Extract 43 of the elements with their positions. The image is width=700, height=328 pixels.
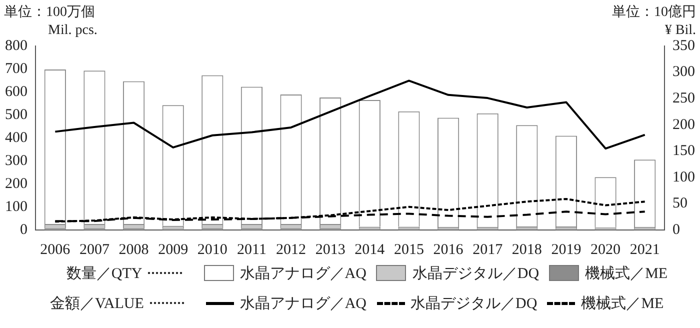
text: 数量／QTY [65,264,142,282]
x-tick-label: 2014 [354,242,386,258]
y-axis-title: 単位：100万個 Mil. pcs. [4,4,98,38]
y-tick-label: 400 [5,130,28,146]
x-tick-label: 2012 [276,242,306,258]
y-tick-label: 600 [5,84,28,100]
x-tick-label: 2010 [197,242,228,258]
legend-label: 水晶デジタル／DQ [410,294,538,312]
x-tick-label: 2020 [590,242,621,258]
y2-tick-label: 350 [672,38,695,54]
y-tick-label: 700 [5,60,28,77]
y2-axis-title: 単位：10億円 ¥ Bil. [612,4,696,38]
y2-tick-label: 150 [672,143,695,160]
legend-label: 水晶アナログ／AQ [240,294,367,312]
y2-tick-label: 100 [672,169,695,186]
x-tick-label: 2013 [315,242,346,258]
y2-tick-label: 50 [672,196,688,212]
y-tick-label: 200 [5,176,28,192]
x-tick-label: 2019 [551,242,582,258]
x-tick-label: 2009 [158,242,188,258]
y2-tick-label: 250 [672,90,695,107]
x-tick-label: 2011 [236,242,266,258]
y-tick-label: 100 [5,198,28,215]
x-tick-label: 2016 [433,242,464,258]
y-tick-label: 300 [5,152,28,169]
y-tick-label: 800 [5,38,28,54]
legend-label: 機械式／ME [581,294,664,312]
y2-tick-label: 0 [672,222,680,238]
x-tick-label: 2007 [79,242,110,258]
y2-tick-label: 200 [672,116,695,133]
y2-tick-label: 300 [672,64,695,80]
y-tick-label: 0 [20,222,28,238]
x-tick-label: 2017 [472,242,504,258]
legend-label: 機械式／ME [585,264,668,282]
text: 水晶アナログ／AQ [240,264,366,282]
x-tick-label: 2015 [394,242,424,258]
x-tick-label: 2008 [118,242,149,258]
y-tick-label: 500 [5,106,28,123]
x-tick-label: 2021 [630,242,660,258]
text: 金額／VALUE [49,294,144,312]
x-tick-label: 2006 [40,242,71,258]
legend-label: 水晶デジタル／DQ [412,264,540,282]
x-tick-label: 2018 [512,242,542,258]
